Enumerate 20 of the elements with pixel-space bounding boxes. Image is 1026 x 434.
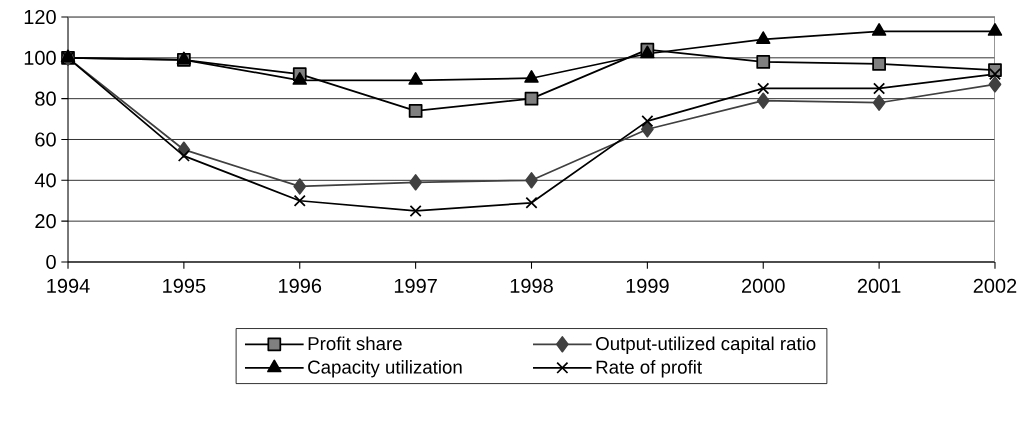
x-tick-label: 2000 (742, 278, 785, 293)
x-tick-label: 1997 (394, 278, 437, 293)
x-tick-label: 1996 (279, 278, 322, 293)
x-tick-label: 1998 (510, 278, 553, 293)
legend-label: Output-utilized capital ratio (596, 336, 816, 354)
x-tick-label: 1999 (626, 278, 669, 293)
x-tick-label: 1994 (47, 278, 90, 293)
y-tick-label: 60 (35, 132, 56, 147)
legend-label: Capacity utilization (308, 360, 462, 378)
x-tick-label: 1995 (163, 278, 206, 293)
y-tick-label: 40 (34, 173, 56, 188)
legend-label: Profit share (308, 336, 402, 351)
y-tick-label: 20 (35, 214, 56, 229)
y-tick-label: 0 (46, 254, 56, 270)
legend-label: Rate of profit (596, 360, 702, 378)
y-tick-label: 100 (24, 50, 56, 65)
x-tick-label: 2002 (973, 278, 1017, 293)
y-tick-label: 80 (35, 91, 56, 106)
x-tick-label: 2001 (857, 278, 901, 293)
y-tick-label: 120 (24, 9, 56, 25)
